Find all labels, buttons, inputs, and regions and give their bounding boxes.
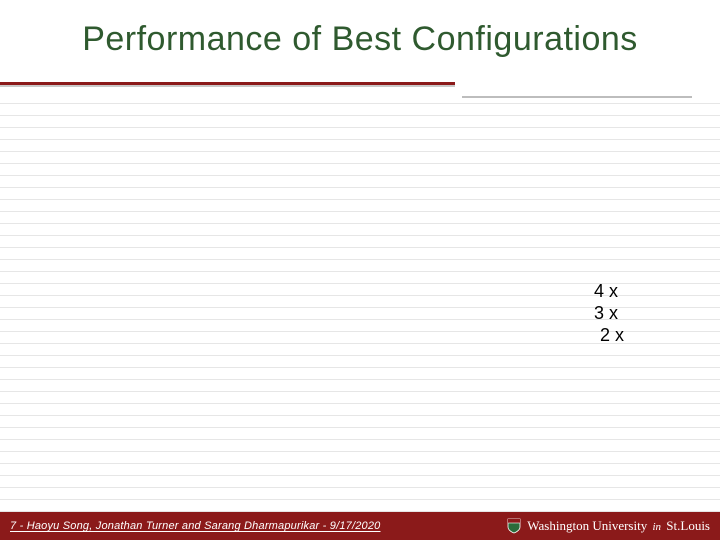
footer-attribution: 7 - Haoyu Song, Jonathan Turner and Sara… bbox=[10, 520, 381, 532]
multiplier-3x: 3 x bbox=[594, 302, 624, 324]
title-rule-right bbox=[462, 96, 692, 98]
wustl-shield-icon bbox=[507, 518, 521, 534]
footer-bar: 7 - Haoyu Song, Jonathan Turner and Sara… bbox=[0, 512, 720, 540]
brand-in: in bbox=[650, 521, 663, 533]
multiplier-2x: 2 x bbox=[594, 324, 624, 346]
slide: Performance of Best Configurations 4 x 3… bbox=[0, 0, 720, 540]
title-area: Performance of Best Configurations bbox=[0, 12, 720, 90]
title-rule-shadow bbox=[0, 85, 455, 87]
footer-brand: Washington University in St.Louis bbox=[507, 518, 710, 534]
multiplier-4x: 4 x bbox=[594, 280, 624, 302]
multiplier-list: 4 x 3 x 2 x bbox=[594, 280, 624, 346]
slide-title: Performance of Best Configurations bbox=[0, 12, 720, 59]
brand-prefix: Washington University bbox=[527, 518, 650, 533]
title-rule-left bbox=[0, 82, 455, 88]
brand-suffix: St.Louis bbox=[663, 518, 710, 533]
wustl-wordmark: Washington University in St.Louis bbox=[527, 518, 710, 534]
